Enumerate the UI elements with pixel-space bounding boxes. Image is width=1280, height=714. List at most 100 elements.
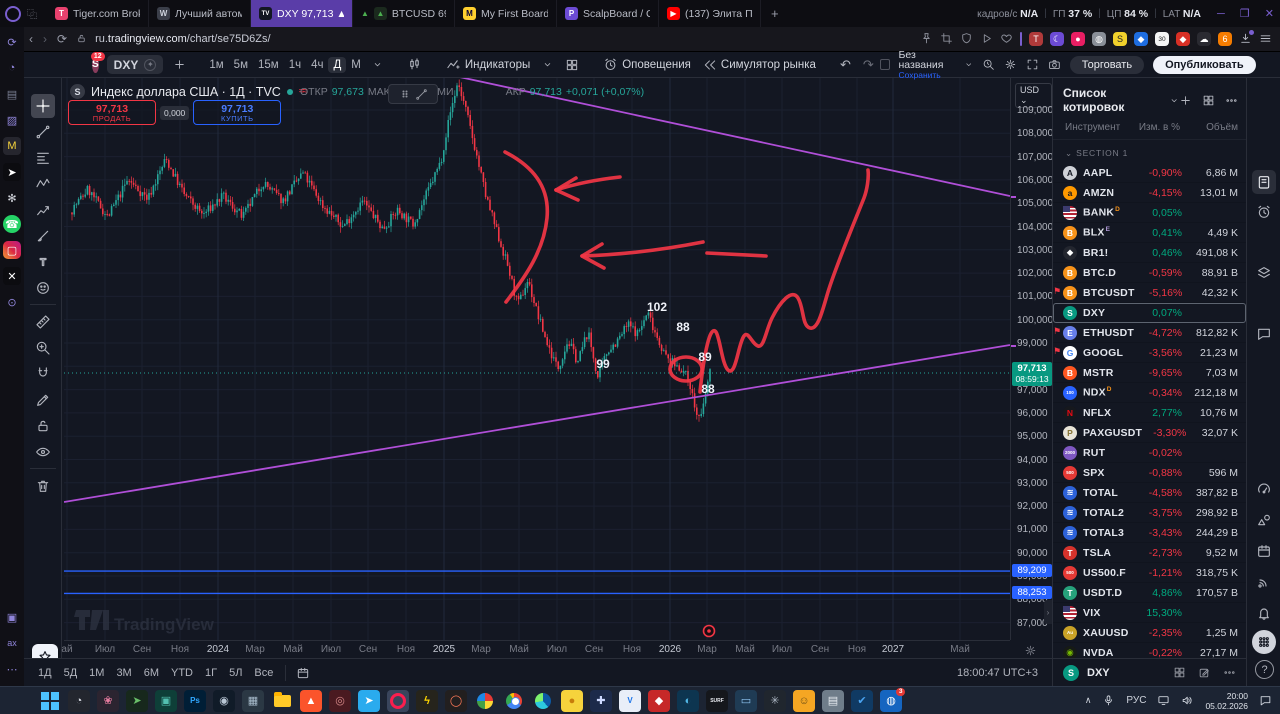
interval-4ч[interactable]: 4ч	[311, 58, 324, 71]
red-pin-ext[interactable]: ◆	[1176, 32, 1190, 46]
pink-ext[interactable]: ●	[1071, 32, 1085, 46]
tool-lock-all[interactable]	[31, 414, 55, 438]
watchlist-row-BANK[interactable]: BANKD 0,05%	[1053, 203, 1246, 223]
watchlist-row-US500.F[interactable]: 500 US500.F -1,21% 318,75 K	[1053, 563, 1246, 583]
taskbar-opera[interactable]	[387, 689, 409, 712]
rail-apps-grid[interactable]	[1252, 630, 1276, 654]
layout-more-icon[interactable]	[964, 59, 973, 70]
rail-streams[interactable]	[1252, 570, 1276, 594]
rail-notifications[interactable]	[1252, 601, 1276, 625]
shield-ext-icon[interactable]	[960, 30, 973, 48]
watchlist-row-TOTAL[interactable]: ≋ TOTAL -4,58% 387,82 B	[1053, 483, 1246, 503]
watchlist-add-icon[interactable]	[1179, 94, 1192, 107]
layout-checkbox[interactable]	[879, 59, 890, 70]
rail-chat-panel[interactable]	[1252, 322, 1276, 346]
taskbar-gray-app[interactable]: ▤	[822, 689, 844, 712]
tool-xabcd-pattern[interactable]	[31, 172, 55, 196]
watchlist-row-XAUUSD[interactable]: Au XAUUSD -2,35% 1,25 M	[1053, 623, 1246, 643]
watchlist-row-USDT.D[interactable]: T USDT.D 4,86% 170,57 B	[1053, 583, 1246, 603]
interval-М[interactable]: М	[351, 58, 361, 71]
watchlist-row-BR1![interactable]: ◆ BR1! 0,46% 491,08 K	[1053, 243, 1246, 263]
rail-watchlist-panel[interactable]	[1252, 170, 1276, 194]
opera-logo[interactable]	[5, 5, 21, 22]
taskbar-start[interactable]	[39, 690, 61, 712]
taskbar-green-app[interactable]: ➤	[126, 689, 148, 712]
orange-6-ext[interactable]: 6	[1218, 32, 1232, 46]
currency-selector[interactable]: USD ⌄	[1015, 83, 1052, 108]
tool-magnet[interactable]	[31, 362, 55, 386]
sidebar-item-x-app[interactable]: ✕	[3, 267, 21, 285]
watchlist-row-DXY[interactable]: S DXY 0,07%	[1053, 303, 1246, 323]
interval-1ч[interactable]: 1ч	[288, 58, 302, 71]
display-icon[interactable]	[1157, 694, 1170, 707]
ghost-ext[interactable]: ☁	[1197, 32, 1211, 46]
red-ext[interactable]: T	[1029, 32, 1043, 46]
footer-menu-icon[interactable]	[1223, 666, 1236, 679]
sidebar-item-cursor-app[interactable]: ➤	[3, 163, 21, 181]
microphone-icon[interactable]	[1102, 694, 1115, 707]
rail-object-tree[interactable]	[1252, 261, 1276, 285]
chart-canvas[interactable]: TradingView 99 102 88 89 88	[64, 78, 1010, 640]
tool-brush[interactable]	[31, 224, 55, 248]
taskbar-explorer[interactable]	[271, 690, 293, 712]
time-axis[interactable]: ай Июл Сен Ноя 2024 Мар Май Июл Сен Ноя 2025 Мар Май…	[61, 640, 1010, 658]
heart-ext-icon[interactable]	[1000, 30, 1013, 48]
watchlist-row-GOOGL[interactable]: ⚑ G GOOGL -3,56% 21,23 M	[1053, 343, 1246, 363]
snapshot-camera-icon[interactable]	[1048, 57, 1061, 72]
taskbar-edge[interactable]	[532, 690, 554, 712]
watchlist-section[interactable]: ⌄ SECTION 1	[1065, 148, 1129, 158]
tool-emoji[interactable]	[31, 276, 55, 300]
add-symbol-button[interactable]	[167, 56, 192, 73]
watchlist-row-TSLA[interactable]: T TSLA -2,73% 9,52 M	[1053, 543, 1246, 563]
price-scale[interactable]: USD ⌄ 109,000 108,000 107,000 106,000 105,00…	[1010, 78, 1053, 640]
browser-menu-icon[interactable]	[1259, 30, 1272, 48]
range-1М[interactable]: 1М	[89, 666, 105, 679]
panel-collapse-handle[interactable]: ›	[1044, 600, 1052, 624]
sidebar-item-instagram[interactable]: ▢	[3, 241, 21, 259]
taskbar-photos[interactable]: ❀	[97, 689, 119, 712]
browser-tab-4[interactable]: MMy First Board - Miro	[455, 0, 557, 27]
taskbar-telegram[interactable]: ➤	[358, 689, 380, 712]
footer-symbol[interactable]: DXY	[1087, 666, 1110, 679]
globe-ext[interactable]: ◍	[1092, 32, 1106, 46]
watchlist-row-RUT[interactable]: 2000 RUT -0,02%	[1053, 443, 1246, 463]
taskbar-v-app[interactable]: V	[619, 689, 641, 712]
forward-icon[interactable]: ›	[43, 32, 47, 46]
range-6М[interactable]: 6М	[143, 666, 159, 679]
taskbar-duck[interactable]: ●	[561, 689, 583, 712]
watchlist-row-NFLX[interactable]: N NFLX 2,77% 10,76 M	[1053, 403, 1246, 423]
tool-forecast[interactable]	[31, 198, 55, 222]
interval-1м[interactable]: 1м	[209, 58, 224, 71]
window-controls[interactable]: ─ ❐ ✕	[1217, 8, 1280, 20]
clock[interactable]: 20:00 05.02.2026	[1205, 690, 1248, 711]
pin-ext-icon[interactable]	[920, 30, 933, 48]
taskbar-pinwheel[interactable]	[474, 690, 496, 712]
interval-more-icon[interactable]	[366, 57, 389, 72]
col-volume[interactable]: Объём	[1206, 122, 1238, 133]
interval-15м[interactable]: 15м	[257, 58, 279, 71]
play-ext-icon[interactable]	[980, 30, 993, 48]
replay-button[interactable]: Симулятор рынка	[697, 56, 822, 74]
range-YTD[interactable]: YTD	[171, 666, 193, 679]
taskbar-orange-ring[interactable]: ◯	[445, 689, 467, 712]
tool-zoom-in[interactable]	[31, 336, 55, 360]
back-icon[interactable]: ‹	[29, 32, 33, 46]
publish-button[interactable]: Опубликовать	[1153, 55, 1256, 74]
interval-5м[interactable]: 5м	[233, 58, 248, 71]
watchlist-title[interactable]: Список котировок	[1063, 86, 1125, 114]
taskbar-chrome[interactable]	[503, 690, 525, 712]
calendar-30-ext[interactable]: 30	[1155, 32, 1169, 46]
rail-alerts-panel[interactable]	[1252, 200, 1276, 224]
blue-shield-ext[interactable]: ◆	[1134, 32, 1148, 46]
range-5Д[interactable]: 5Д	[63, 666, 78, 679]
watchlist-row-ETHUSDT[interactable]: ⚑ E ETHUSDT -4,72% 812,82 K	[1053, 323, 1246, 343]
taskbar-planet-app[interactable]: ◐	[677, 689, 699, 712]
footer-grid-icon[interactable]	[1173, 666, 1186, 679]
download-ext-icon[interactable]	[1239, 30, 1254, 48]
timezone-clock[interactable]: 18:00:47 UTC+3	[956, 666, 1038, 679]
taskbar-badge-app[interactable]: ◍ 3	[880, 687, 905, 712]
taskbar-steam[interactable]: ◉	[213, 689, 235, 712]
